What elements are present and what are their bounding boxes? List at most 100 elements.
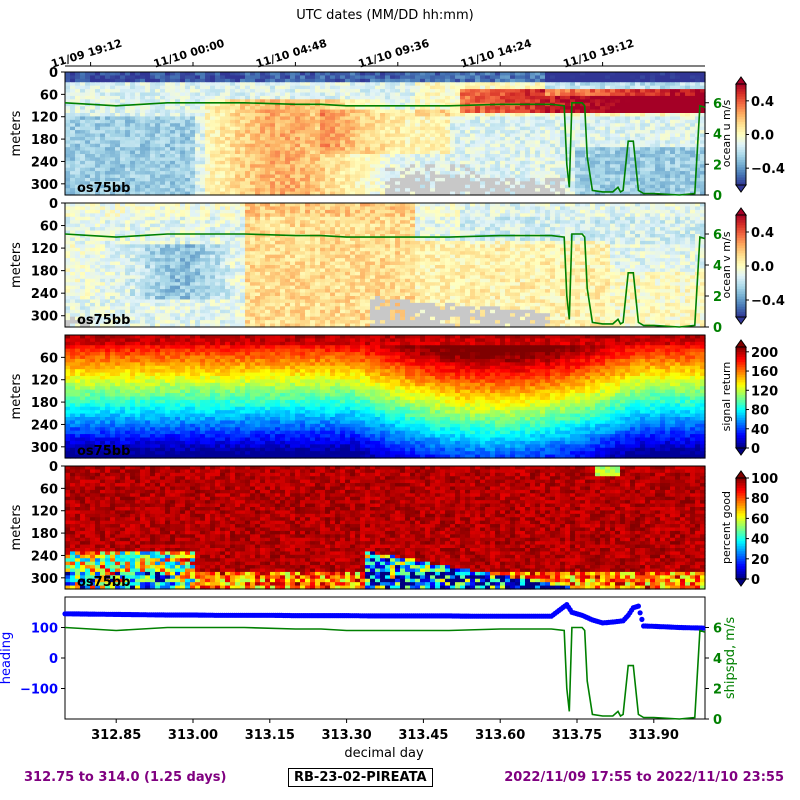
heatmap-cell (545, 72, 551, 77)
heatmap-cell (245, 136, 251, 141)
heatmap-cell (275, 75, 281, 80)
heatmap-cell (695, 203, 701, 208)
heatmap-cell (655, 113, 661, 118)
heatmap-cell (700, 140, 706, 145)
heatmap-cell (485, 167, 491, 172)
heatmap-cell (235, 150, 241, 155)
heatmap-cell (330, 116, 336, 121)
heatmap-cell (150, 123, 156, 128)
heatmap-cell (140, 82, 146, 87)
heatmap-cell (105, 119, 111, 124)
heatmap-cell (625, 188, 631, 193)
heatmap-cell (320, 72, 326, 77)
heatmap-cell (125, 85, 131, 90)
heatmap-cell (215, 102, 221, 107)
heatmap-cell (300, 203, 306, 208)
heatmap-cell (665, 130, 671, 135)
heatmap-cell (205, 123, 211, 128)
heatmap-cell (370, 157, 376, 162)
heatmap-cell (210, 147, 216, 152)
heatmap-cell (245, 102, 251, 107)
heatmap-cell (100, 184, 106, 189)
heatmap-cell (680, 136, 686, 141)
heatmap-cell (320, 82, 326, 87)
heatmap-cell (570, 157, 576, 162)
heatmap-cell (420, 177, 426, 182)
heatmap-cell (185, 113, 191, 118)
heatmap-cell (205, 106, 211, 111)
heatmap-cell (65, 203, 71, 208)
heatmap-cell (375, 130, 381, 135)
heatmap-cell (550, 164, 556, 169)
heatmap-cell (495, 164, 501, 169)
heatmap-cell (70, 92, 76, 97)
heatmap-cell (470, 85, 476, 90)
heatmap-cell (415, 140, 421, 145)
heatmap-cell (660, 95, 666, 100)
heatmap-cell (590, 95, 596, 100)
heatmap-cell (580, 130, 586, 135)
heatmap-cell (260, 209, 266, 214)
heatmap-cell (685, 116, 691, 121)
heatmap-cell (605, 143, 611, 148)
panel-ocean-u: 060120180240300metersos75bb0.40.0−0.4oce… (9, 66, 785, 196)
heatmap-cell (210, 119, 216, 124)
heatmap-cell (360, 95, 366, 100)
heatmap-cell (645, 147, 651, 152)
heatmap-cell (380, 78, 386, 83)
heatmap-cell (405, 106, 411, 111)
heatmap-cell (465, 123, 471, 128)
heatmap-cell (160, 143, 166, 148)
heatmap-cell (395, 140, 401, 145)
heatmap-cell (365, 130, 371, 135)
heatmap-cell (215, 75, 221, 80)
heatmap-cell (485, 78, 491, 83)
heatmap-cell (155, 147, 161, 152)
heatmap-cell (245, 126, 251, 131)
heatmap-cell (420, 147, 426, 152)
heatmap-cell (465, 157, 471, 162)
heatmap-cell (585, 181, 591, 186)
heatmap-cell (235, 113, 241, 118)
heatmap-cell (155, 123, 161, 128)
heatmap-cell (320, 174, 326, 179)
heatmap-cell (255, 78, 261, 83)
heatmap-cell (205, 140, 211, 145)
heatmap-cell (390, 106, 396, 111)
heatmap-cell (155, 177, 161, 182)
heatmap-cell (145, 72, 151, 77)
heatmap-cell (160, 174, 166, 179)
heatmap-cell (400, 154, 406, 159)
heatmap-cell (125, 126, 131, 131)
heatmap-cell (180, 109, 186, 114)
heatmap-cell (385, 188, 391, 193)
heatmap-cell (610, 123, 616, 128)
heatmap-cell (225, 174, 231, 179)
heatmap-cell (600, 203, 606, 208)
heatmap-cell (510, 99, 516, 104)
heatmap-cell (470, 157, 476, 162)
heatmap-cell (180, 85, 186, 90)
heatmap-cell (335, 160, 341, 165)
heatmap-cell (665, 150, 671, 155)
heatmap-cell (255, 209, 261, 214)
heatmap-cell (695, 89, 701, 94)
heatmap-cell (245, 106, 251, 111)
heatmap-cell (145, 191, 151, 196)
heatmap-cell (330, 119, 336, 124)
heatmap-cell (425, 177, 431, 182)
heatmap-cell (210, 109, 216, 114)
heatmap-cell (150, 82, 156, 87)
heatmap-cell (275, 206, 281, 211)
colorbar-label: ocean u m/s (720, 100, 733, 168)
heatmap-cell (440, 85, 446, 90)
heatmap-cell (300, 126, 306, 131)
heatmap-cell (600, 188, 606, 193)
heatmap-cell (150, 89, 156, 94)
heatmap-cell (550, 109, 556, 114)
heatmap-cell (310, 143, 316, 148)
heatmap-cell (315, 160, 321, 165)
heatmap-cell (400, 130, 406, 135)
heatmap-cell (320, 116, 326, 121)
heatmap-cell (340, 106, 346, 111)
